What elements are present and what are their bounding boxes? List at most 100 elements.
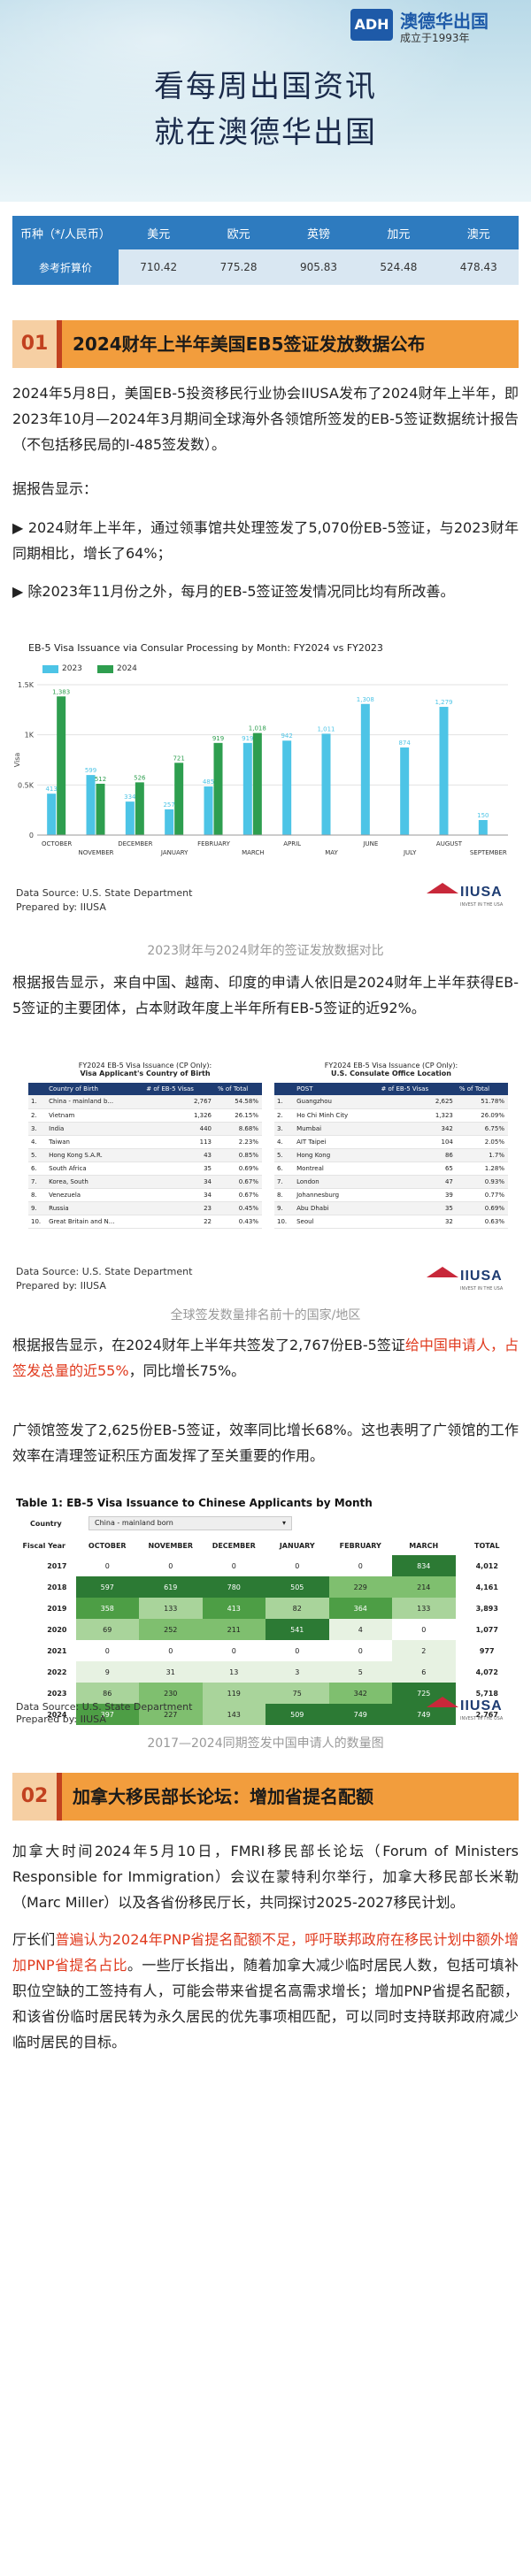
table1-cell: 541	[266, 1619, 329, 1640]
post_table-cell: AIT Taipei	[294, 1135, 379, 1149]
section1-bullet: ▶ 除2023年11月份之外，每月的EB-5签证签发情况同比均有所改善。	[12, 583, 455, 600]
x-tick-label: JULY	[403, 849, 417, 856]
iiusa-logo-sub: INVEST IN THE USA	[460, 1286, 504, 1292]
fx-row-label: 参考折算价	[12, 249, 119, 285]
paragraph-text: 。一些厅长指出，随着加拿大减少临时居民人数，包括可填补职位空缺的工签持有人，可能…	[12, 1957, 519, 2051]
table1-title: Table 1: EB-5 Visa Issuance to Chinese A…	[16, 1497, 373, 1509]
table1-cell: 227	[139, 1704, 203, 1725]
fx-header: 美元	[119, 216, 199, 249]
post_table-cell: 1,323	[378, 1108, 457, 1123]
table1-header: NOVEMBER	[148, 1541, 194, 1550]
country_table-cell: Great Britain and N...	[46, 1215, 144, 1229]
country_table-cell: 22	[143, 1215, 215, 1229]
table1-cell: 6	[392, 1661, 456, 1683]
post_table-row: 8. Johannesburg 39 0.77%	[274, 1188, 508, 1202]
table1-cell: 2	[392, 1640, 456, 1661]
post_table-cell: 342	[378, 1122, 457, 1136]
section1-paragraph: 根据报告显示，来自中国、越南、印度的申请人依旧是2024财年上半年获得EB-5签…	[12, 974, 519, 1016]
brand-logo: ADH 澳德华出国 成立于1993年	[350, 7, 519, 46]
highlight-text: 给中国申请人，占签发总量的近55%	[12, 1337, 519, 1379]
section2-paragraph: 厅长们普遍认为2024年PNP省提名配额不足，呼吁联邦政府在移民计划中额外增加P…	[12, 1927, 519, 2055]
legend-label-2024: 2024	[117, 664, 137, 673]
table1-cell: 397	[75, 1704, 139, 1725]
post_table-cell: 0.69%	[456, 1201, 508, 1215]
table1-cell: 358	[75, 1598, 139, 1619]
table1-cell: 2018	[47, 1583, 67, 1591]
data-label: 526	[134, 774, 146, 781]
post_table-cell: 0.93%	[456, 1175, 508, 1189]
section1-bullet: ▶ 2024财年上半年，通过领事馆共处理签发了5,070份EB-5签证，与202…	[12, 519, 519, 562]
table1-header: FEBRUARY	[339, 1541, 381, 1550]
country_table-cell: Russia	[46, 1201, 144, 1215]
table1-cell: 834	[392, 1555, 456, 1576]
data-label: 1,279	[435, 699, 452, 706]
post_table-cell: Montreal	[294, 1162, 379, 1176]
iiusa-logo-mark	[427, 883, 458, 893]
source-line: Data Source: U.S. State Department	[16, 1266, 193, 1277]
y-tick-label: 1.5K	[18, 681, 35, 689]
fx-value: 478.43	[438, 249, 519, 285]
fx-header: 英镑	[278, 216, 359, 249]
country_table-cell: 1,326	[143, 1108, 215, 1123]
y-tick-label: 0	[29, 832, 34, 840]
post_table-cell: 1.7%	[456, 1148, 508, 1162]
brand-slogan: 成立于1993年	[400, 32, 470, 44]
bar-2024-january	[174, 763, 184, 835]
country_table-cell: 8.	[28, 1188, 47, 1202]
chart-title: EB-5 Visa Issuance via Consular Processi…	[28, 642, 383, 654]
table1-row: 2021 0 0 0 0 0 2 977	[12, 1640, 519, 1661]
post_table-cell: Johannesburg	[294, 1188, 379, 1202]
post_table-cell: 9.	[274, 1201, 295, 1215]
table1-cell: 2021	[47, 1646, 67, 1655]
table1-cell: 5,718	[475, 1689, 498, 1698]
country_table-cell: 3.	[28, 1122, 47, 1136]
iiusa-logo-mark	[427, 1697, 458, 1707]
bar-2024-october	[57, 696, 66, 835]
data-label: 257	[163, 801, 174, 809]
exchange-rate-table: 币种（*/人民币） 美元 欧元 英镑 加元 澳元 参考折算价 710.42 77…	[12, 216, 519, 285]
country_table-cell: Korea, South	[46, 1175, 144, 1189]
table1-cell: 13	[202, 1661, 266, 1683]
bar-2023-june	[360, 703, 370, 835]
country-table-header: # of EB-5 Visas	[143, 1083, 215, 1095]
table1-header: JANUARY	[279, 1541, 315, 1550]
country-table-header: % of Total	[214, 1083, 262, 1095]
table1-cell: 2024	[47, 1710, 67, 1719]
section1-number: 01	[12, 320, 57, 368]
post_table-cell: 10.	[274, 1215, 295, 1229]
x-tick-label: DECEMBER	[118, 840, 152, 847]
country_table-row: 3. India 440 8.68%	[28, 1122, 262, 1136]
data-label: 334	[124, 794, 136, 801]
post_table-cell: 1.28%	[456, 1162, 508, 1176]
country_table-cell: 7.	[28, 1175, 47, 1189]
post-table-subtitle: U.S. Consulate Office Location	[331, 1070, 451, 1077]
data-label: 874	[398, 740, 411, 747]
country_table-row: 7. Korea, South 34 0.67%	[28, 1175, 262, 1189]
table1-cell: 597	[75, 1576, 139, 1598]
table1-row: 2024 397 227 143 509 749 749 2,767	[12, 1704, 519, 1725]
bar-2024-december	[135, 782, 144, 835]
table1-cell: 3,893	[475, 1604, 498, 1613]
figure-caption: 全球签发数量排名前十的国家/地区	[170, 1308, 361, 1322]
table1-header: OCTOBER	[88, 1541, 127, 1550]
legend-label-2023: 2023	[62, 664, 82, 673]
post_table-row: 9. Abu Dhabi 35 0.69%	[274, 1201, 508, 1215]
post_table-cell: Ho Chi Minh City	[294, 1108, 379, 1123]
logo-mark: ADH	[350, 9, 393, 41]
country_table-cell: 5.	[28, 1148, 47, 1162]
table1-cell: 509	[266, 1704, 329, 1725]
post_table-cell: 2,625	[378, 1095, 457, 1109]
data-label: 485	[203, 778, 214, 786]
post_table-row: 5. Hong Kong 86 1.7%	[274, 1148, 508, 1162]
post_table-row: 1. Guangzhou 2,625 51.78%	[274, 1095, 508, 1109]
table1-cell: 86	[75, 1683, 139, 1704]
country-filter-dropdown[interactable]: China - mainland born ▾	[88, 1516, 292, 1530]
bar-2023-may	[321, 733, 331, 835]
post_table-cell: Seoul	[294, 1215, 379, 1229]
data-label: 1,308	[357, 696, 374, 703]
table1-cell: 119	[202, 1683, 266, 1704]
fx-header: 欧元	[198, 216, 279, 249]
section-divider	[57, 1773, 62, 1821]
x-tick-label: MARCH	[242, 849, 265, 856]
post_table-cell: 35	[378, 1201, 457, 1215]
